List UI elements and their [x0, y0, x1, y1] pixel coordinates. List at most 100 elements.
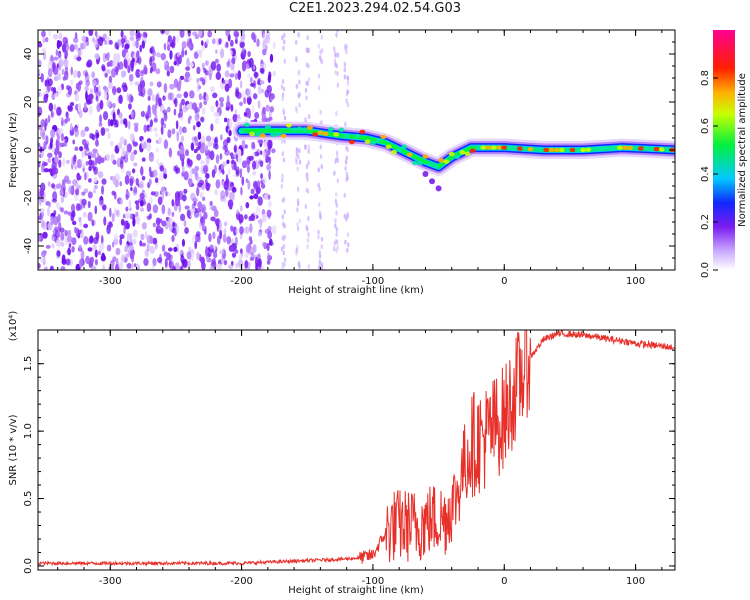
noise-point: [209, 248, 215, 254]
noise-point: [237, 154, 242, 164]
noise-point: [179, 152, 185, 162]
noise-point: [209, 205, 212, 210]
noise-point: [117, 142, 123, 150]
ridge-peak: [664, 147, 671, 152]
noise-point: [116, 87, 122, 94]
noise-point: [86, 99, 92, 105]
noise-point: [59, 227, 65, 233]
x-tick-label: -300: [99, 276, 122, 287]
ridge-peak: [574, 147, 581, 153]
noise-point: [253, 181, 259, 191]
noise-point: [167, 216, 173, 225]
noise-point: [194, 165, 200, 172]
noise-point: [283, 257, 287, 263]
noise-point: [153, 127, 158, 132]
noise-point: [89, 256, 94, 264]
noise-point: [61, 68, 65, 76]
noise-point: [139, 192, 145, 200]
ridge-peak: [338, 127, 345, 133]
noise-point: [200, 160, 205, 165]
noise-point: [162, 109, 168, 115]
noise-point: [201, 107, 206, 115]
noise-point: [163, 112, 168, 122]
noise-point: [135, 39, 139, 49]
ridge-peak: [580, 147, 587, 153]
noise-point: [173, 108, 177, 116]
noise-point: [199, 49, 203, 59]
noise-point: [343, 74, 347, 80]
colorbar-tick-label: 0.0: [700, 262, 711, 278]
noise-point: [281, 92, 285, 98]
noise-point: [159, 165, 164, 172]
noise-point: [282, 86, 286, 92]
noise-point: [146, 138, 152, 144]
noise-point: [264, 228, 270, 234]
noise-point: [93, 185, 98, 190]
noise-point: [93, 189, 96, 194]
ridge-peak: [464, 151, 471, 156]
ridge-peak: [559, 147, 566, 153]
noise-point: [96, 152, 100, 158]
noise-point: [120, 218, 125, 226]
noise-point: [84, 171, 87, 181]
noise-point: [261, 88, 264, 94]
noise-point: [62, 36, 68, 45]
noise-point: [48, 60, 53, 66]
noise-point: [47, 83, 51, 92]
noise-point: [180, 98, 186, 106]
noise-point: [216, 263, 223, 270]
noise-point: [320, 59, 324, 65]
noise-point: [135, 215, 141, 225]
noise-point: [83, 236, 89, 245]
noise-point: [200, 40, 204, 46]
noise-point: [167, 35, 172, 43]
noise-point: [252, 80, 257, 89]
noise-point: [295, 147, 299, 153]
noise-point: [295, 151, 299, 157]
noise-point: [240, 186, 243, 196]
noise-point: [335, 157, 338, 163]
noise-point: [307, 144, 310, 150]
noise-point: [346, 175, 349, 181]
noise-point: [347, 242, 350, 248]
noise-point: [222, 139, 229, 148]
y-tick-label: 0: [23, 147, 34, 153]
noise-point: [135, 68, 141, 79]
noise-point: [133, 122, 139, 127]
noise-point: [92, 244, 97, 251]
noise-point: [74, 43, 78, 50]
noise-point: [219, 220, 222, 230]
ridge-peak: [291, 127, 298, 132]
ridge-peak: [469, 148, 476, 153]
noise-point: [84, 85, 89, 92]
noise-point: [102, 204, 107, 211]
noise-point: [89, 88, 94, 95]
noise-point: [247, 180, 251, 190]
noise-point: [283, 138, 286, 144]
noise-point: [281, 177, 284, 183]
noise-point: [344, 121, 347, 127]
noise-point: [249, 223, 253, 234]
ridge-peak: [611, 145, 618, 151]
ridge-peak: [254, 132, 261, 137]
noise-point: [77, 49, 84, 57]
noise-point: [66, 159, 70, 164]
noise-point: [149, 56, 153, 67]
noise-point: [164, 64, 170, 71]
noise-point: [38, 234, 41, 242]
noise-point: [140, 233, 145, 241]
x-tick-label: -300: [99, 576, 122, 587]
noise-point: [172, 221, 176, 228]
snr-series-line: [38, 330, 675, 567]
noise-point: [230, 225, 234, 232]
noise-point: [88, 151, 93, 156]
noise-point: [244, 214, 248, 220]
noise-point: [174, 228, 177, 237]
noise-point: [58, 159, 62, 168]
noise-point: [216, 63, 222, 73]
noise-point: [186, 209, 191, 218]
noise-point: [106, 69, 112, 74]
noise-point: [100, 127, 106, 136]
noise-point: [319, 154, 323, 160]
noise-point: [187, 260, 191, 269]
